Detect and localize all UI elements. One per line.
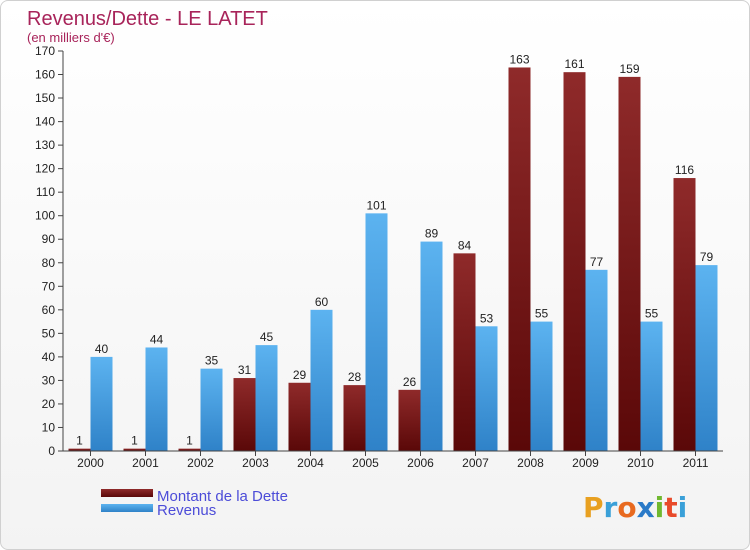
x-tick-label: 2007 xyxy=(462,456,489,470)
bar-dette-2011 xyxy=(673,178,696,451)
legend-swatch-revenus xyxy=(101,504,153,512)
logo-letter: i xyxy=(655,491,665,524)
x-tick-label: 2001 xyxy=(132,456,159,470)
x-tick-label: 2003 xyxy=(242,456,269,470)
bar-dette-2010 xyxy=(618,76,641,451)
data-label: 161 xyxy=(564,57,584,71)
bar-dette-2007 xyxy=(453,253,476,451)
legend-swatch-debt xyxy=(101,489,153,497)
data-label: 1 xyxy=(131,434,138,448)
bar-revenus-2004 xyxy=(310,309,333,451)
y-tick-label: 60 xyxy=(42,303,56,317)
data-label: 1 xyxy=(76,434,83,448)
bar-revenus-2006 xyxy=(420,241,443,451)
x-tick-label: 2005 xyxy=(352,456,379,470)
y-tick-label: 0 xyxy=(48,444,55,458)
logo-letter: P xyxy=(583,491,604,524)
y-tick-label: 30 xyxy=(42,373,56,387)
data-label: 55 xyxy=(535,307,549,321)
y-tick-label: 20 xyxy=(42,397,56,411)
x-tick-label: 2006 xyxy=(407,456,434,470)
data-label: 60 xyxy=(315,295,329,309)
y-tick-label: 80 xyxy=(42,256,56,270)
data-label: 40 xyxy=(95,342,109,356)
y-tick-label: 120 xyxy=(35,162,55,176)
bar-dette-2009 xyxy=(563,72,586,452)
data-label: 79 xyxy=(700,250,714,264)
bar-revenus-2008 xyxy=(530,321,553,451)
bar-dette-2001 xyxy=(123,448,146,451)
logo-letter: o xyxy=(617,491,636,524)
y-tick-label: 90 xyxy=(42,232,56,246)
bar-revenus-2000 xyxy=(90,356,113,451)
legend-label-revenus: Revenus xyxy=(157,502,216,519)
bar-dette-2008 xyxy=(508,67,531,452)
y-tick-label: 150 xyxy=(35,91,55,105)
bar-revenus-2010 xyxy=(640,321,663,451)
logo-text: Proxiti xyxy=(583,491,687,524)
bar-dette-2004 xyxy=(288,382,311,451)
y-tick-label: 10 xyxy=(42,420,56,434)
x-tick-label: 2004 xyxy=(297,456,324,470)
data-label: 159 xyxy=(619,62,639,76)
data-label: 77 xyxy=(590,255,604,269)
logo-letter: i xyxy=(678,491,688,524)
bars: 1 40 1 44 1 35 31 45 29 60 28 101 26 89 84 53 163 55 161 77… xyxy=(68,52,718,452)
bar-dette-2000 xyxy=(68,448,91,451)
chart-title: Revenus/Dette - LE LATET xyxy=(27,8,268,30)
bar-revenus-2003 xyxy=(255,345,278,451)
logo-letter: r xyxy=(604,491,618,524)
data-label: 29 xyxy=(293,368,307,382)
x-tick-label: 2002 xyxy=(187,456,214,470)
data-label: 55 xyxy=(645,307,659,321)
y-tick-label: 110 xyxy=(36,185,55,199)
bar-revenus-2011 xyxy=(695,265,718,451)
data-label: 35 xyxy=(205,354,219,368)
bar-revenus-2001 xyxy=(145,347,168,451)
y-tick-label: 70 xyxy=(42,279,56,293)
data-label: 89 xyxy=(425,227,439,241)
x-axis: 2000 2001 2002 2003 2004 2005 2006 2007 2008 2009… xyxy=(63,450,723,470)
y-tick-label: 100 xyxy=(35,209,55,223)
data-label: 44 xyxy=(150,332,164,346)
bar-revenus-2009 xyxy=(585,269,608,451)
bar-dette-2006 xyxy=(398,389,421,451)
y-axis: 0 10 20 30 40 50 60 70 80 90 100 110 120 130 140 150 160… xyxy=(35,44,64,458)
bar-revenus-2007 xyxy=(475,326,498,451)
legend: Montant de la Dette Revenus xyxy=(101,488,288,519)
bar-revenus-2002 xyxy=(200,368,223,451)
y-tick-label: 130 xyxy=(35,138,55,152)
x-tick-label: 2010 xyxy=(627,456,654,470)
logo-letter: t xyxy=(664,491,677,524)
y-tick-label: 170 xyxy=(35,44,55,58)
bar-dette-2003 xyxy=(233,378,256,451)
data-label: 1 xyxy=(186,434,193,448)
data-label: 101 xyxy=(366,198,386,212)
data-label: 45 xyxy=(260,330,274,344)
bar-dette-2005 xyxy=(343,385,366,451)
x-tick-label: 2011 xyxy=(683,456,709,470)
y-tick-label: 40 xyxy=(42,350,56,364)
data-label: 28 xyxy=(348,370,362,384)
y-tick-label: 140 xyxy=(35,115,55,129)
chart-subtitle: (en milliers d'€) xyxy=(27,30,115,45)
x-tick-label: 2000 xyxy=(77,456,104,470)
data-label: 84 xyxy=(458,238,472,252)
data-label: 31 xyxy=(238,363,252,377)
logo-letter: x xyxy=(637,491,655,524)
data-label: 53 xyxy=(480,311,494,325)
data-label: 163 xyxy=(509,52,529,66)
data-label: 116 xyxy=(675,163,694,177)
legend-label-debt: Montant de la Dette xyxy=(157,488,288,505)
y-tick-label: 160 xyxy=(35,68,55,82)
y-tick-label: 50 xyxy=(42,326,56,340)
data-label: 26 xyxy=(403,375,417,389)
x-tick-label: 2008 xyxy=(517,456,544,470)
proxiti-logo: Proxiti xyxy=(583,491,687,524)
bar-dette-2002 xyxy=(178,448,201,451)
x-tick-label: 2009 xyxy=(572,456,599,470)
bar-revenus-2005 xyxy=(365,213,388,451)
